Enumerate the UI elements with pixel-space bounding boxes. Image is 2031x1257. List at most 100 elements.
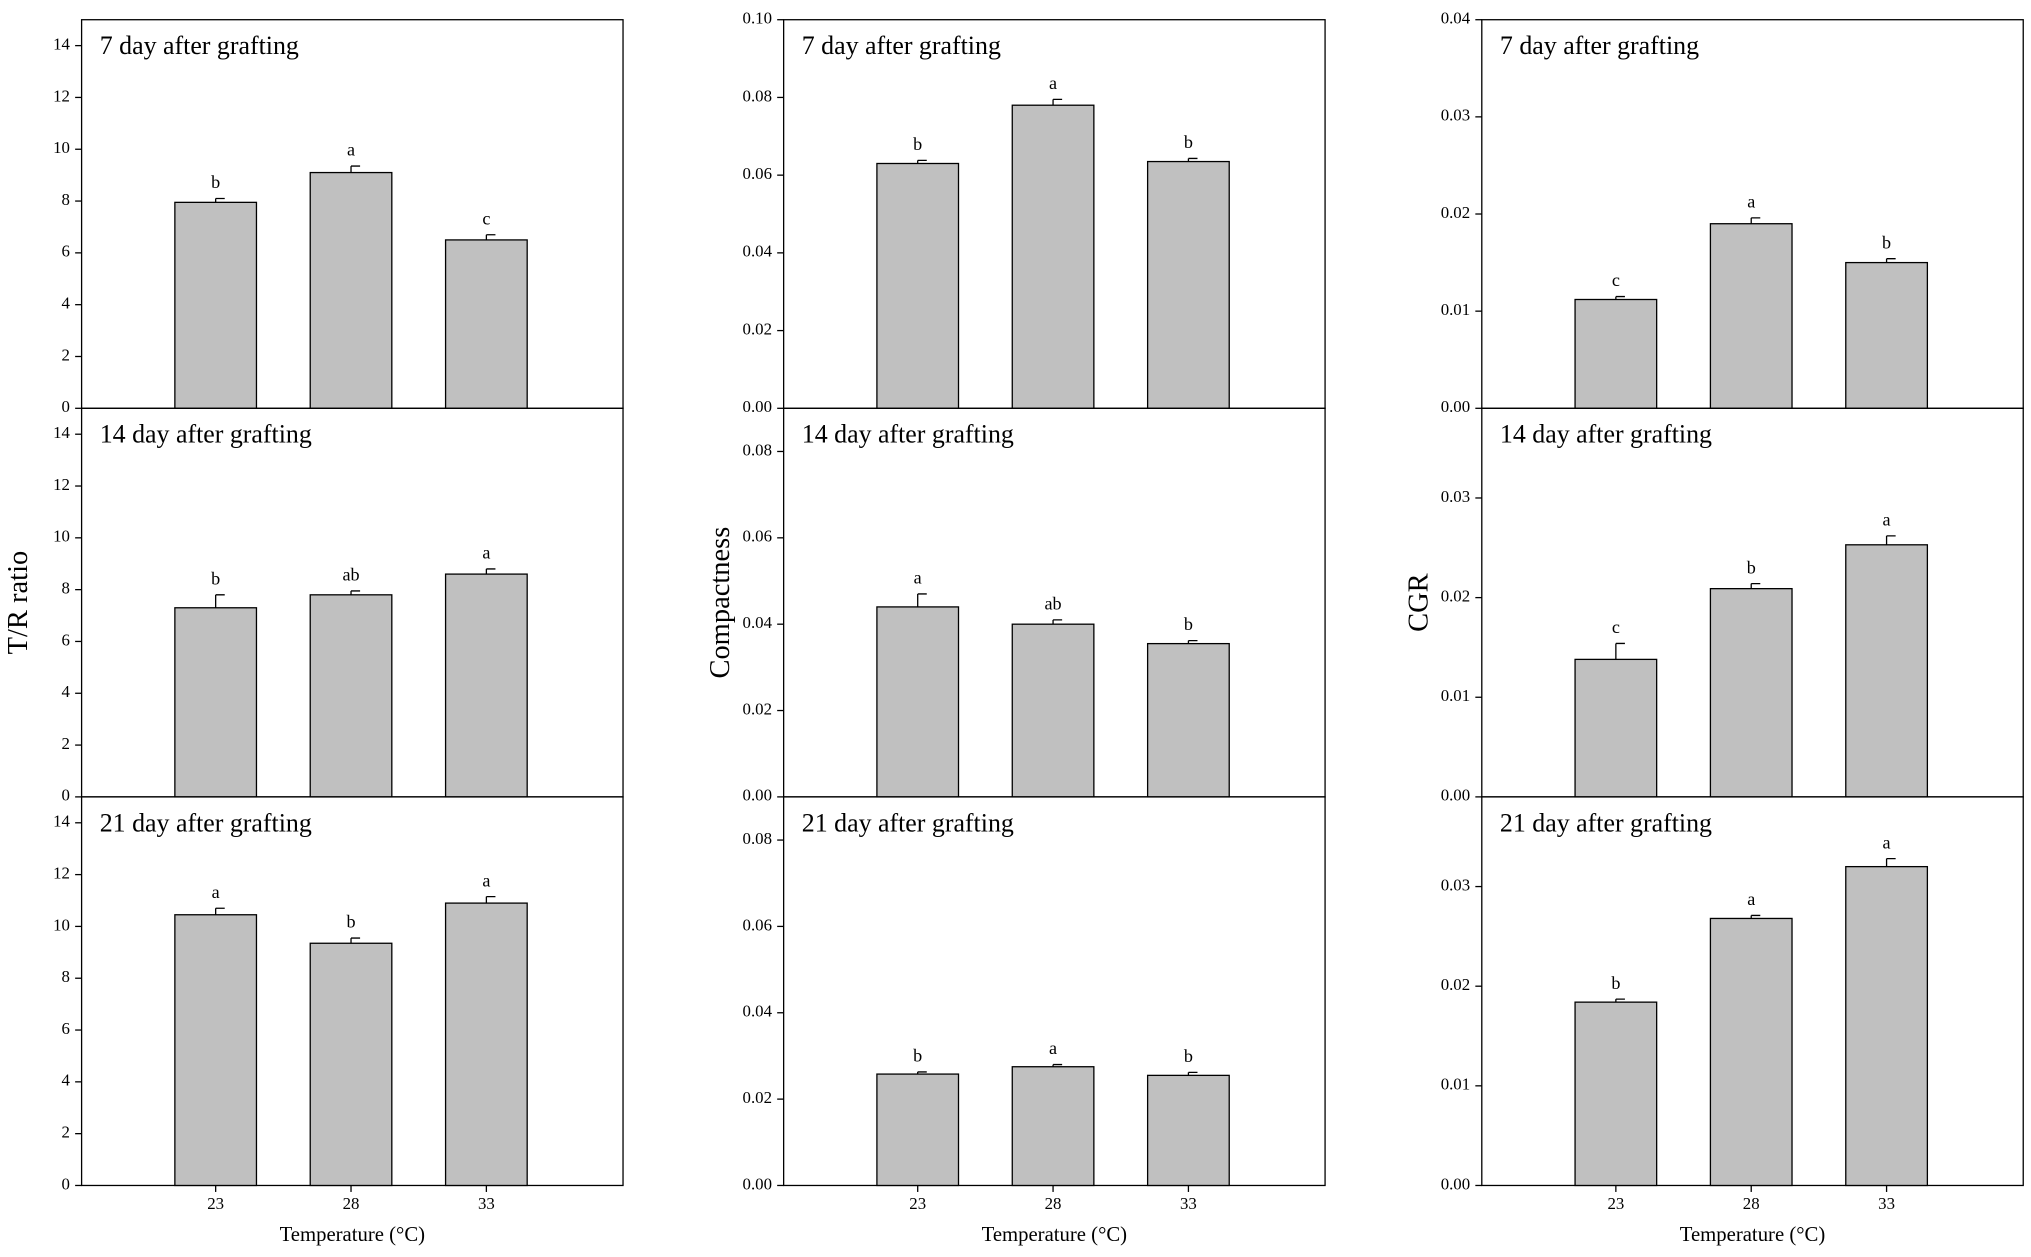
bar	[1709, 917, 1793, 1187]
bar	[1146, 1074, 1230, 1187]
error-bar	[1187, 157, 1198, 162]
significance-letter: a	[1747, 889, 1755, 909]
y-tick-label: 0.04	[1441, 9, 1471, 28]
error-bar	[1885, 258, 1896, 263]
y-tick-label: 0.02	[1441, 975, 1470, 994]
significance-letter: b	[913, 134, 922, 154]
bar	[444, 902, 528, 1187]
error-bar	[1750, 914, 1761, 919]
y-tick-label: 0.08	[743, 440, 772, 459]
error-bar	[1885, 535, 1896, 545]
y-tick-label: 6	[62, 630, 70, 649]
panel-title: 14 day after grafting	[802, 420, 1014, 449]
y-tick-label: 6	[62, 242, 70, 261]
y-tick-label: 14	[53, 34, 70, 53]
error-bar	[215, 907, 225, 915]
error-bar	[917, 593, 927, 607]
y-axis-label: Compactness	[705, 527, 736, 679]
error-bar	[1885, 858, 1896, 867]
bar	[174, 914, 258, 1187]
significance-letter: a	[212, 882, 220, 902]
y-axis-label: T/R ratio	[3, 551, 34, 655]
error-bar	[1615, 642, 1625, 660]
error-bar	[1187, 1071, 1198, 1076]
bar	[174, 607, 258, 798]
x-tick-label: 28	[1743, 1194, 1760, 1213]
panel-title: 21 day after grafting	[802, 808, 1014, 837]
error-bar	[917, 1071, 927, 1075]
y-tick-label: 0.01	[1441, 300, 1470, 319]
bar	[876, 1073, 960, 1187]
bar	[1011, 1066, 1095, 1187]
error-bar	[485, 234, 496, 240]
significance-letter: b	[211, 172, 220, 192]
bar	[309, 594, 393, 798]
error-bar	[1615, 295, 1625, 300]
x-axis-label: Temperature (°C)	[982, 1224, 1127, 1246]
significance-letter: a	[1049, 1038, 1057, 1058]
significance-letter: b	[1184, 1046, 1193, 1066]
y-tick-label: 2	[62, 734, 70, 753]
y-tick-label: 8	[62, 190, 70, 209]
x-tick-label: 28	[1045, 1194, 1062, 1213]
significance-letter: b	[1611, 973, 1620, 993]
y-tick-label: 0.00	[743, 397, 772, 416]
y-tick-label: 6	[62, 1019, 70, 1038]
y-tick-label: 10	[53, 138, 70, 157]
bar	[444, 573, 528, 798]
y-tick-label: 0.01	[1441, 686, 1470, 705]
y-tick-label: 2	[62, 1123, 70, 1142]
significance-letter: ab	[342, 565, 359, 585]
y-tick-label: 14	[53, 812, 70, 831]
y-tick-label: 0.02	[743, 699, 772, 718]
y-tick-label: 10	[53, 527, 70, 546]
significance-letter: ab	[1045, 594, 1062, 614]
y-tick-label: 8	[62, 967, 70, 986]
y-tick-label: 0.02	[1441, 586, 1470, 605]
y-tick-label: 0.00	[1441, 397, 1470, 416]
bar	[1845, 865, 1929, 1187]
y-tick-label: 0.04	[743, 613, 773, 632]
bar	[1574, 658, 1658, 798]
y-tick-label: 4	[62, 1071, 71, 1090]
y-tick-label: 0.03	[1441, 106, 1470, 125]
bar	[1146, 642, 1230, 798]
error-bar	[1750, 217, 1761, 224]
y-tick-label: 0	[62, 786, 70, 805]
y-tick-label: 0.00	[743, 1174, 772, 1193]
bar	[309, 942, 393, 1187]
y-tick-label: 10	[53, 915, 70, 934]
y-tick-label: 0.04	[743, 1002, 773, 1021]
x-tick-label: 33	[478, 1194, 495, 1213]
y-tick-label: 4	[62, 682, 71, 701]
x-axis-label: Temperature (°C)	[1680, 1224, 1825, 1246]
significance-letter: c	[482, 208, 490, 228]
significance-letter: b	[211, 568, 220, 588]
error-bar	[350, 165, 361, 173]
significance-letter: a	[347, 140, 355, 160]
y-tick-label: 12	[53, 86, 70, 105]
y-tick-label: 0.08	[743, 829, 772, 848]
panel-title: 7 day after grafting	[802, 31, 1001, 60]
x-tick-label: 28	[343, 1194, 360, 1213]
y-tick-label: 12	[53, 863, 70, 882]
significance-letter: a	[1883, 832, 1891, 852]
panel-title: 14 day after grafting	[1500, 420, 1712, 449]
significance-letter: b	[346, 912, 355, 932]
error-bar	[485, 568, 496, 575]
error-bar	[1750, 583, 1761, 589]
y-tick-label: 0.04	[743, 242, 773, 261]
bar	[174, 201, 258, 409]
significance-letter: c	[1612, 270, 1620, 290]
significance-letter: b	[1184, 614, 1193, 634]
error-bar	[917, 159, 927, 164]
error-bar	[485, 895, 496, 904]
bar	[309, 171, 393, 409]
y-tick-label: 0	[62, 397, 70, 416]
error-bar	[1615, 998, 1625, 1003]
y-tick-label: 0.00	[1441, 1174, 1470, 1193]
x-tick-label: 23	[909, 1194, 926, 1213]
y-tick-label: 0.03	[1441, 875, 1470, 894]
